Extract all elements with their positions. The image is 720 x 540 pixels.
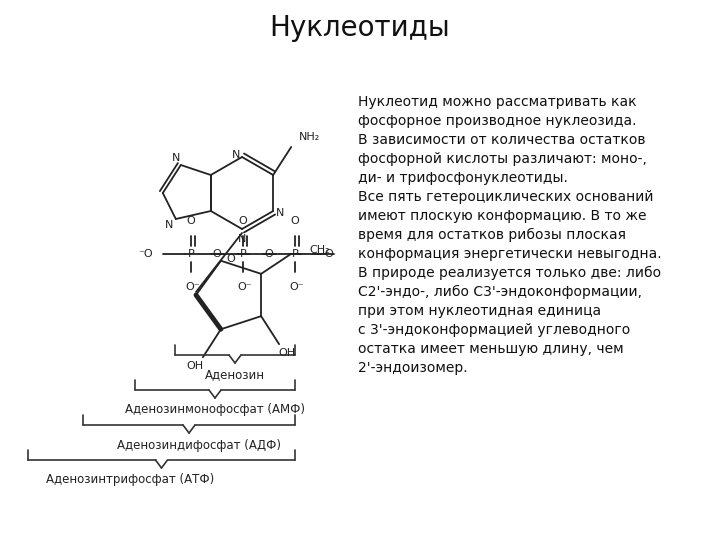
Text: O: O (325, 249, 333, 259)
Text: Аденозинтрифосфат (АТФ): Аденозинтрифосфат (АТФ) (46, 474, 215, 487)
Text: Нуклеотид можно рассматривать как
фосфорное производное нуклеозида.
В зависимост: Нуклеотид можно рассматривать как фосфор… (358, 95, 662, 375)
Text: O: O (265, 249, 274, 259)
Text: Аденозинмонофосфат (АМФ): Аденозинмонофосфат (АМФ) (125, 403, 305, 416)
Text: O⁻: O⁻ (238, 282, 253, 292)
Text: N: N (165, 220, 173, 230)
Text: ⁻O: ⁻O (138, 249, 153, 259)
Text: P: P (240, 249, 246, 259)
Text: N: N (171, 153, 180, 163)
Text: OH: OH (279, 348, 296, 358)
Text: N: N (276, 208, 284, 218)
Text: Аденозиндифосфат (АДФ): Аденозиндифосфат (АДФ) (117, 438, 281, 451)
Text: OH: OH (186, 361, 204, 371)
Text: N: N (232, 150, 240, 160)
Text: Нуклеотиды: Нуклеотиды (269, 14, 451, 42)
Text: O: O (212, 249, 222, 259)
Text: O⁻: O⁻ (290, 282, 305, 292)
Text: O: O (291, 216, 300, 226)
Text: O: O (239, 216, 248, 226)
Text: Аденозин: Аденозин (205, 368, 265, 381)
Text: O: O (186, 216, 196, 226)
Text: CH₂: CH₂ (309, 245, 330, 255)
Text: P: P (292, 249, 299, 259)
Text: O: O (227, 254, 235, 264)
Text: N: N (238, 234, 246, 244)
Text: O⁻: O⁻ (186, 282, 200, 292)
Text: NH₂: NH₂ (300, 132, 320, 142)
Text: P: P (188, 249, 194, 259)
